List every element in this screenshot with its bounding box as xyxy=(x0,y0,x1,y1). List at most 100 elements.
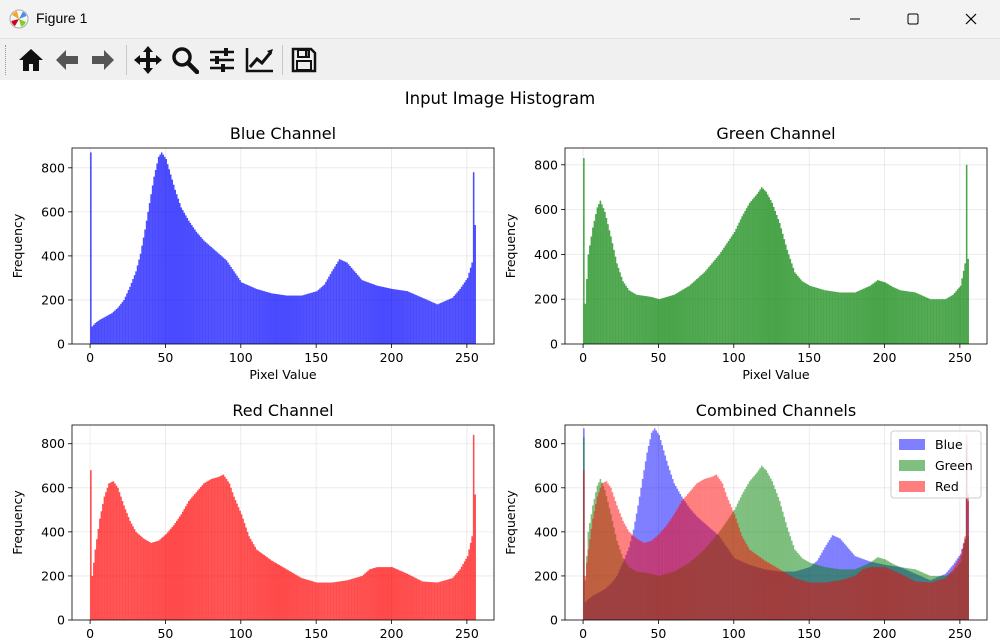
histogram-bar xyxy=(774,566,777,620)
histogram-bar xyxy=(292,295,294,344)
histogram-bar xyxy=(887,568,890,620)
pan-button[interactable] xyxy=(131,43,165,77)
edit-axis-button[interactable] xyxy=(243,43,277,77)
histogram-bar xyxy=(365,281,368,344)
histogram-bar xyxy=(163,156,166,344)
histogram-bar xyxy=(112,481,115,620)
histogram-bar xyxy=(726,243,728,344)
histogram-bar xyxy=(195,231,198,344)
histogram-bar xyxy=(439,303,442,344)
histogram-bar xyxy=(709,265,712,344)
configure-subplots-icon xyxy=(210,48,234,72)
home-button[interactable] xyxy=(14,43,48,77)
x-tick-label: 150 xyxy=(304,350,328,365)
histogram-bar xyxy=(652,539,654,620)
histogram-bar xyxy=(724,492,727,620)
back-button[interactable] xyxy=(50,43,84,77)
histogram-bar xyxy=(655,430,657,620)
toolbar-grip[interactable] xyxy=(5,45,8,75)
histogram-bar xyxy=(785,244,787,344)
histogram-bar xyxy=(269,292,271,344)
histogram-bar xyxy=(691,488,694,620)
histogram-bar xyxy=(703,272,706,344)
histogram-bar xyxy=(471,536,473,620)
histogram-bar xyxy=(712,261,715,344)
histogram-bar xyxy=(352,269,354,344)
histogram-bar xyxy=(625,285,627,344)
y-tick-label: 400 xyxy=(534,524,558,539)
histogram-bar xyxy=(272,561,274,620)
histogram-bar xyxy=(788,254,790,344)
histogram-bar xyxy=(934,581,936,620)
histogram-bar xyxy=(640,295,642,344)
histogram-bar xyxy=(821,289,823,344)
histogram-bar xyxy=(750,201,752,344)
close-button[interactable] xyxy=(942,0,1000,38)
zoom-button[interactable] xyxy=(168,43,202,77)
histogram-bar xyxy=(204,482,207,620)
histogram-bar xyxy=(216,477,219,620)
histogram-bar xyxy=(721,249,724,344)
histogram-bar xyxy=(662,528,665,620)
histogram-bar xyxy=(188,501,190,620)
histogram-bar xyxy=(451,297,454,344)
histogram-bar xyxy=(622,520,624,620)
configure-subplots-button[interactable] xyxy=(205,43,239,77)
histogram-bar xyxy=(763,190,766,344)
histogram-bar xyxy=(851,292,853,344)
histogram-bar xyxy=(371,568,374,620)
y-tick-label: 600 xyxy=(41,204,65,219)
histogram-bar xyxy=(753,475,755,620)
pan-icon xyxy=(134,46,162,74)
histogram-bar xyxy=(723,487,725,620)
histogram-bar xyxy=(213,249,216,344)
y-tick-label: 0 xyxy=(57,613,65,628)
histogram-bar xyxy=(412,576,415,620)
histogram-bar xyxy=(962,542,965,620)
save-button[interactable] xyxy=(287,43,321,77)
histogram-bar xyxy=(248,536,250,620)
histogram-bar xyxy=(230,266,232,344)
histogram-bar xyxy=(762,559,764,620)
minimize-button[interactable] xyxy=(826,0,884,38)
histogram-bar xyxy=(328,276,330,344)
histogram-bar xyxy=(433,303,436,344)
histogram-bar xyxy=(798,579,801,620)
histogram-bar xyxy=(801,281,804,344)
histogram-bar xyxy=(278,294,281,344)
toolbar-separator xyxy=(126,45,127,75)
histogram-bar xyxy=(115,309,118,344)
histogram-bar xyxy=(693,486,695,620)
histogram-bar xyxy=(754,474,757,620)
histogram-bar xyxy=(593,511,596,620)
histogram-bar xyxy=(845,292,847,344)
histogram-bar xyxy=(929,582,932,620)
histogram-bar xyxy=(637,294,639,344)
histogram-bar xyxy=(90,470,92,620)
histogram-bar xyxy=(745,208,748,344)
forward-button[interactable] xyxy=(86,43,120,77)
histogram-bar xyxy=(658,299,660,344)
maximize-button[interactable] xyxy=(884,0,942,38)
histogram-bar xyxy=(766,194,769,344)
histogram-bar xyxy=(812,582,814,620)
histogram-bar xyxy=(744,541,746,620)
histogram-bar xyxy=(684,288,686,344)
histogram-bar xyxy=(100,318,103,344)
histogram-bar xyxy=(273,562,276,620)
histogram-bar xyxy=(430,301,433,344)
histogram-bar xyxy=(203,240,205,344)
histogram-bar xyxy=(717,476,719,620)
histogram-bar xyxy=(824,582,826,620)
histogram-bar xyxy=(702,273,704,344)
figure-canvas[interactable]: Input Image Histogram 0 50 100 150 200 250 0 200… xyxy=(0,80,1000,640)
histogram-bar xyxy=(830,581,832,620)
histogram-bar xyxy=(418,296,421,344)
histogram-bar xyxy=(365,571,368,620)
histogram-bar xyxy=(417,295,419,344)
histogram-bar xyxy=(293,295,296,344)
histogram-bar xyxy=(828,581,831,620)
histogram-bar xyxy=(163,535,166,620)
histogram-bar xyxy=(634,537,636,620)
histogram-bar xyxy=(151,542,154,620)
